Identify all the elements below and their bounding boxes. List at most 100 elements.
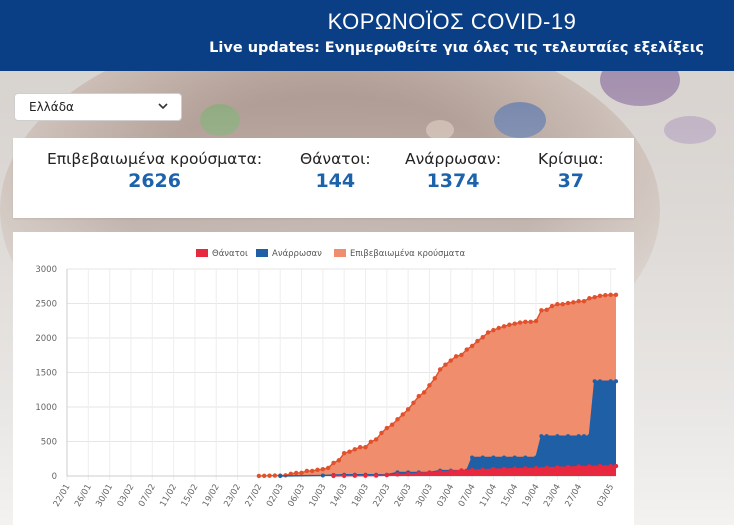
data-point-confirmed [256,473,262,479]
x-tick-label: 03/05 [595,483,616,509]
x-tick-label: 19/02 [201,483,222,509]
data-point-confirmed [352,447,358,452]
data-point-deaths [587,464,592,469]
data-point-confirmed [576,298,581,304]
legend-swatch-recovered [256,249,268,257]
x-tick-label: 11/04 [478,483,499,509]
legend-swatch-confirmed [334,249,346,257]
data-point-confirmed [544,307,549,313]
x-tick-label: 26/01 [73,483,94,509]
data-point-recovered [614,379,618,384]
data-point-confirmed [400,412,405,417]
x-tick-label: 26/03 [393,483,414,509]
x-tick-label: 18/03 [350,483,371,509]
x-tick-label: 15/02 [180,483,201,509]
data-point-recovered [592,379,597,384]
data-point-confirmed [555,301,560,307]
data-point-confirmed [528,319,533,324]
data-point-confirmed [448,358,453,363]
data-point-confirmed [299,470,304,476]
data-point-confirmed [517,320,523,325]
y-tick-label: 1000 [35,403,57,413]
data-point-recovered [320,473,325,478]
data-point-deaths [363,473,368,478]
data-point-confirmed [565,300,571,306]
x-tick-label: 06/03 [286,483,307,509]
x-tick-label: 10/03 [308,483,329,509]
y-tick-label: 3000 [35,265,57,275]
data-point-deaths [437,469,443,475]
country-select[interactable]: Ελλάδα [14,93,182,121]
series-line-deaths [333,465,617,477]
series-line-recovered [280,380,616,477]
data-point-confirmed [459,352,464,358]
data-point-recovered [582,434,587,439]
data-point-confirmed [613,292,619,298]
data-point-confirmed [501,324,507,329]
data-point-confirmed [267,473,272,478]
data-point-deaths [448,469,453,474]
chevron-down-icon [158,103,168,110]
data-point-confirmed [331,460,336,466]
data-point-deaths [395,472,400,477]
x-tick-label: 22/01 [52,483,73,509]
data-point-confirmed [432,376,437,381]
data-point-recovered [534,455,539,460]
y-tick-label: 1500 [35,369,57,379]
data-point-confirmed [363,444,368,450]
data-point-deaths [331,473,336,479]
data-point-recovered [598,379,603,384]
data-point-recovered [566,434,571,439]
stat-recovered-label: Ανάρρωσαν: [405,150,502,168]
data-point-confirmed [485,330,491,335]
data-point-deaths [501,466,507,472]
y-tick-label: 0 [52,472,57,482]
stat-recovered: Ανάρρωσαν: 1374 [405,150,501,192]
data-point-recovered [608,379,613,384]
data-point-confirmed [341,450,347,456]
data-point-deaths [565,464,571,470]
stat-critical: Κρίσιμα: 37 [538,150,604,192]
data-point-recovered [502,455,507,460]
legend-label-confirmed: Επιβεβαιωμένα κρούσματα [350,248,465,259]
data-point-confirmed [597,293,603,298]
data-point-confirmed [262,473,267,478]
data-point-deaths [597,464,603,469]
data-point-deaths [523,466,528,471]
data-point-deaths [608,463,613,469]
data-point-deaths [373,473,379,478]
x-tick-label: 07/04 [457,483,478,509]
data-point-deaths [469,467,475,473]
data-point-deaths [384,472,390,478]
x-tick-label: 27/02 [244,483,265,509]
data-point-confirmed [384,425,390,431]
page-subtitle: Live updates: Ενημερωθείτε για όλες τις … [209,40,704,56]
data-point-confirmed [325,465,331,471]
legend-label-deaths: Θάνατοι [212,249,248,259]
x-tick-label: 15/04 [499,483,520,509]
data-point-confirmed [389,422,395,427]
data-point-confirmed [320,466,326,472]
data-point-recovered [470,455,475,460]
data-point-confirmed [453,354,459,359]
data-point-confirmed [368,439,374,445]
data-point-confirmed [373,437,379,442]
data-point-deaths [576,464,581,469]
data-point-confirmed [336,458,342,463]
data-point-recovered [576,434,581,439]
data-point-deaths [416,471,421,476]
y-tick-label: 500 [41,438,57,448]
stats-panel: Επιβεβαιωμένα κρούσματα: 2626 Θάνατοι: 1… [13,138,634,218]
stat-confirmed-value: 2626 [128,170,181,192]
data-point-confirmed [533,318,539,324]
data-point-recovered [587,434,592,439]
site-header: ΚΟΡΩΝΟΪΟΣ COVID-19 Live updates: Ενημερω… [0,0,734,71]
data-point-confirmed [357,444,363,450]
x-tick-label: 03/04 [435,483,456,509]
data-point-confirmed [315,467,320,473]
x-tick-label: 23/04 [542,483,563,509]
data-point-confirmed [512,321,517,326]
data-point-confirmed [608,292,613,298]
data-point-deaths [544,465,549,470]
